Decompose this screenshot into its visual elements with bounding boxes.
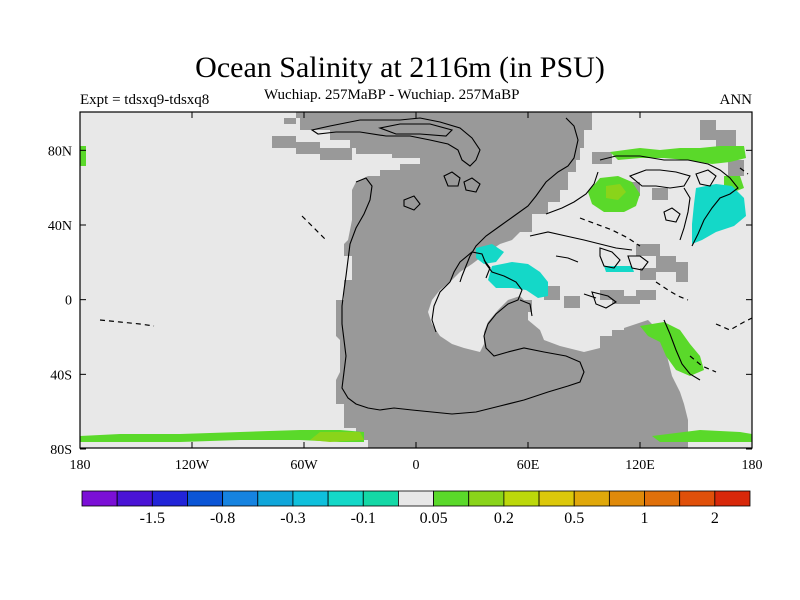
- lat-tick-label: 80S: [50, 443, 72, 458]
- lon-tick-label: 120W: [175, 458, 210, 473]
- anomaly-patch: [310, 432, 364, 442]
- colorbar-swatch: [116, 490, 153, 507]
- season-label: ANN: [719, 92, 753, 108]
- anomaly-patch: [610, 146, 746, 164]
- coastline-contours: [310, 117, 739, 415]
- colorbar-swatch: [187, 490, 224, 507]
- colorbar-swatch: [257, 490, 294, 507]
- colorbar-label: -0.3: [280, 510, 305, 527]
- lat-tick-label: 40N: [48, 219, 72, 234]
- colorbar-swatch: [538, 490, 575, 507]
- colorbar-label: 2: [711, 510, 719, 527]
- colorbar: -1.5 -0.8 -0.3 -0.1 0.05 0.2 0.5 1 2: [81, 490, 751, 527]
- colorbar-label: 0.05: [420, 510, 448, 527]
- colorbar-swatch: [573, 490, 610, 507]
- anomaly-patch: [652, 430, 752, 442]
- anomaly-patch: [488, 262, 548, 298]
- lon-tick-label: 60W: [290, 458, 318, 473]
- colorbar-label: -0.8: [210, 510, 235, 527]
- salinity-anomaly-fills: [80, 146, 752, 442]
- anomaly-patch: [80, 430, 364, 442]
- lon-tick-label: 0: [413, 458, 420, 473]
- anomaly-patch: [640, 322, 704, 376]
- lat-tick-label: 80N: [48, 144, 72, 159]
- colorbar-label: -0.1: [351, 510, 376, 527]
- colorbar-swatch: [81, 490, 118, 507]
- colorbar-swatch: [222, 490, 259, 507]
- island-arc-contours: [99, 167, 753, 373]
- lon-tick-label: 60E: [517, 458, 540, 473]
- colorbar-label: -1.5: [140, 510, 165, 527]
- colorbar-swatch: [644, 490, 681, 507]
- lon-tick-label: 180: [742, 458, 763, 473]
- colorbar-swatch: [714, 490, 751, 507]
- colorbar-swatch: [608, 490, 645, 507]
- colorbar-swatch: [398, 490, 434, 507]
- colorbar-swatch: [292, 490, 329, 507]
- lon-tick-label: 120E: [625, 458, 655, 473]
- map-title: Ocean Salinity at 2116m (in PSU): [195, 51, 605, 84]
- colorbar-swatch: [327, 490, 364, 507]
- anomaly-patch: [476, 244, 504, 264]
- lat-tick-label: 40S: [50, 368, 72, 383]
- lon-tick-label: 180: [70, 458, 91, 473]
- colorbar-label: 1: [641, 510, 649, 527]
- colorbar-swatch: [679, 490, 716, 507]
- experiment-label: Expt = tdsxq9-tdsxq8: [80, 92, 210, 108]
- anomaly-patch: [80, 146, 86, 166]
- colorbar-swatch: [433, 490, 470, 507]
- colorbar-swatch: [468, 490, 505, 507]
- colorbar-swatch: [362, 490, 399, 507]
- lat-tick-label: 0: [65, 294, 72, 309]
- anomaly-patch: [692, 184, 746, 244]
- colorbar-swatch: [503, 490, 540, 507]
- colorbar-swatch: [151, 490, 188, 507]
- anomaly-patch: [606, 184, 626, 200]
- subtitle-label: Wuchiap. 257MaBP - Wuchiap. 257MaBP: [264, 87, 520, 103]
- colorbar-label: 0.5: [564, 510, 584, 527]
- colorbar-label: 0.2: [494, 510, 514, 527]
